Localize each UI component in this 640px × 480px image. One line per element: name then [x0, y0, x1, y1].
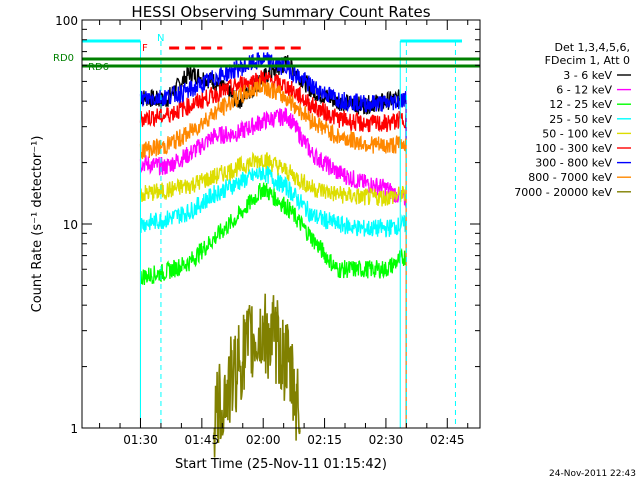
- y-axis: 1 10 100: [55, 14, 480, 436]
- series-line: [213, 293, 301, 458]
- x-tick-label: 01:30: [123, 433, 158, 447]
- legend: Det 1,3,4,5,6, FDecim 1, Att 0 3 - 6 keV…: [514, 41, 631, 199]
- x-tick-label: 02:30: [369, 433, 404, 447]
- flag-label-rd6: RD6: [88, 62, 109, 73]
- flag-label-f: F: [142, 43, 148, 54]
- chart-title: HESSI Observing Summary Count Rates: [131, 3, 430, 21]
- state-flags: RD0 RD6 NF: [53, 33, 480, 428]
- y-tick-label: 100: [55, 14, 78, 28]
- legend-entry-label: 300 - 800 keV: [535, 157, 612, 170]
- series-line: [139, 52, 407, 113]
- y-tick-label: 1: [70, 422, 78, 436]
- legend-entry-label: 50 - 100 keV: [542, 127, 612, 140]
- x-tick-label: 01:45: [185, 433, 220, 447]
- timestamp: 24-Nov-2011 22:43: [549, 469, 636, 479]
- series-line: [139, 77, 407, 160]
- series-line: [139, 107, 407, 208]
- legend-entry-label: 800 - 7000 keV: [528, 171, 612, 184]
- legend-entry-label: 6 - 12 keV: [556, 84, 612, 97]
- legend-entry-label: 3 - 6 keV: [563, 69, 612, 82]
- legend-entry-label: 7000 - 20000 keV: [514, 186, 612, 199]
- y-tick-label: 10: [63, 218, 78, 232]
- flag-label-n: N: [157, 33, 164, 44]
- legend-entry-label: 12 - 25 keV: [549, 98, 612, 111]
- x-axis: 01:30 01:45 02:00 02:15 02:30 02:45: [99, 20, 469, 447]
- x-tick-label: 02:15: [307, 433, 342, 447]
- data-layer: RD0 RD6 NF: [53, 33, 480, 458]
- legend-entry-label: 100 - 300 keV: [535, 142, 612, 155]
- legend-header-line-1: Det 1,3,4,5,6,: [554, 41, 630, 54]
- x-axis-label: Start Time (25-Nov-11 01:15:42): [175, 457, 387, 472]
- series-line: [139, 182, 407, 286]
- y-axis-label: Count Rate (s⁻¹ detector⁻¹): [30, 136, 45, 313]
- flag-label-rd0: RD0: [53, 53, 74, 64]
- series-line: [139, 165, 407, 238]
- x-tick-label: 02:00: [246, 433, 281, 447]
- axes-layer: 1 10 100 01:30 01:45 02:00 02:15 02:30 02:45: [55, 14, 480, 447]
- x-tick-label: 02:45: [430, 433, 465, 447]
- series-line: [139, 151, 407, 207]
- legend-entry-label: 25 - 50 keV: [549, 113, 612, 126]
- legend-header-line-2: FDecim 1, Att 0: [545, 54, 630, 67]
